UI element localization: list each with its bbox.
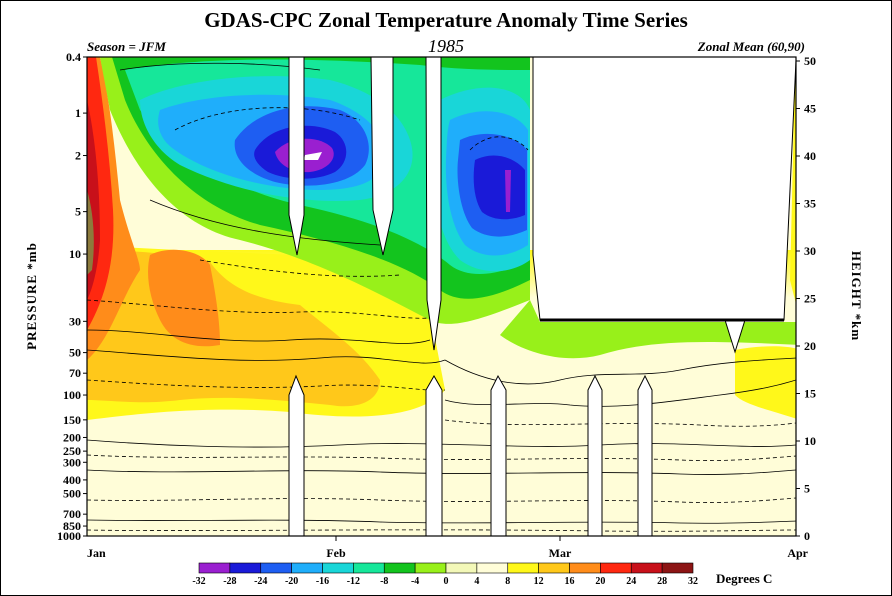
pressure-tick-label: 30 xyxy=(69,314,81,328)
missing-spike-2 xyxy=(370,57,394,256)
height-tick-label: 30 xyxy=(804,244,816,258)
plot-border xyxy=(86,56,797,537)
colorbar-level-label: 12 xyxy=(534,576,544,587)
y-axis-label-left: PRESSURE *mb xyxy=(24,242,39,350)
hot-core-peak xyxy=(87,190,94,275)
colorbar-level-label: -12 xyxy=(347,576,360,587)
pressure-tick-label: 50 xyxy=(69,346,81,360)
warm-edge-right xyxy=(790,57,796,304)
colorbar-level-label: -20 xyxy=(285,576,298,587)
colorbar-swatch xyxy=(476,562,509,574)
height-tick-label: 15 xyxy=(804,387,816,401)
month-tick-label: Feb xyxy=(326,546,346,560)
colorbar-swatch xyxy=(383,562,416,574)
pressure-tick-label: 150 xyxy=(63,413,81,427)
colorbar-level-label: -8 xyxy=(380,576,388,587)
height-tick-label: 25 xyxy=(804,292,816,306)
pressure-tick-label: 700 xyxy=(63,507,81,521)
cold-core-max xyxy=(304,152,322,160)
pressure-tick-label: 400 xyxy=(63,473,81,487)
missing-spike-6 xyxy=(490,374,507,536)
cold-region-28b xyxy=(473,155,525,220)
colorbar-level-label: -28 xyxy=(223,576,236,587)
colorbar-level-label: 0 xyxy=(444,576,449,587)
pressure-tick-label: 250 xyxy=(63,444,81,458)
pressure-tick-label: 500 xyxy=(63,487,81,501)
pressure-tick-label: 1 xyxy=(75,106,81,120)
height-tick-label: 35 xyxy=(804,197,816,211)
colorbar-swatch xyxy=(229,562,262,574)
colorbar: -32 -28 -24 -20 -16 -12 -8 -4 0 4 8 12 16 20 24 28 32 xyxy=(192,562,698,587)
anomaly-field xyxy=(87,57,796,536)
colorbar-level-label: -16 xyxy=(316,576,329,587)
pressure-tick-label: 0.4 xyxy=(66,50,81,64)
height-tick-label: 45 xyxy=(804,102,816,116)
month-tick-label: Apr xyxy=(787,546,808,560)
month-tick-label: Mar xyxy=(549,546,572,560)
pressure-tick-label: 2 xyxy=(75,149,81,163)
cold-region-32b xyxy=(505,170,511,212)
colorbar-swatch xyxy=(414,562,447,574)
colorbar-unit: Degrees C xyxy=(716,571,772,586)
warm-region-late xyxy=(735,346,796,419)
pressure-tick-label: 200 xyxy=(63,430,81,444)
missing-data-regions xyxy=(288,57,796,536)
colorbar-swatch xyxy=(198,562,231,574)
colorbar-swatch xyxy=(260,562,292,574)
colorbar-swatch xyxy=(445,562,478,574)
axes: 0.41251030507010015020025030040050070085… xyxy=(57,50,816,560)
colorbar-level-label: -32 xyxy=(192,576,205,587)
colorbar-swatch xyxy=(322,562,354,574)
colorbar-level-label: 28 xyxy=(657,576,667,587)
missing-spike-8 xyxy=(637,374,653,536)
colorbar-level-label: 20 xyxy=(595,576,605,587)
colorbar-swatch xyxy=(507,562,539,574)
colorbar-swatch xyxy=(630,562,663,574)
pressure-tick-label: 300 xyxy=(63,455,81,469)
colorbar-level-label: -24 xyxy=(254,576,267,587)
pressure-tick-label: 850 xyxy=(63,519,81,533)
colorbar-level-label: 32 xyxy=(688,576,698,587)
month-tick-label: Jan xyxy=(87,546,106,560)
pressure-tick-label: 100 xyxy=(63,388,81,402)
missing-spike-7 xyxy=(587,374,603,536)
pressure-tick-label: 10 xyxy=(69,247,81,261)
height-tick-label: 50 xyxy=(804,54,816,68)
height-tick-label: 5 xyxy=(804,482,810,496)
green-band-late xyxy=(500,300,796,359)
colorbar-level-label: 4 xyxy=(474,576,479,587)
height-tick-label: 10 xyxy=(804,434,816,448)
colorbar-level-label: 16 xyxy=(565,576,575,587)
height-tick-label: 20 xyxy=(804,339,816,353)
missing-spike-3 xyxy=(425,57,442,351)
y-axis-label-right: HEIGHT *km xyxy=(849,251,864,341)
pressure-tick-label: 1000 xyxy=(57,529,81,543)
pressure-tick-label: 70 xyxy=(69,366,81,380)
chart-title: GDAS-CPC Zonal Temperature Anomaly Time … xyxy=(204,8,688,32)
year-label: 1985 xyxy=(428,36,464,56)
colorbar-swatch xyxy=(538,562,570,574)
colorbar-level-label: 24 xyxy=(626,576,636,587)
missing-spike-5 xyxy=(425,374,443,536)
region-label: Zonal Mean (60,90) xyxy=(697,39,805,54)
colorbar-swatch xyxy=(569,562,601,574)
missing-spike-1 xyxy=(288,57,305,256)
warm-region-dark-orange xyxy=(148,249,220,347)
contour-lines-dashed xyxy=(87,107,796,532)
colorbar-level-label: -4 xyxy=(411,576,419,587)
colorbar-swatch xyxy=(661,562,694,574)
season-label: Season = JFM xyxy=(87,39,166,54)
height-tick-label: 0 xyxy=(804,529,810,543)
colorbar-swatch xyxy=(600,562,632,574)
colorbar-swatch xyxy=(291,562,323,574)
colorbar-swatch xyxy=(353,562,385,574)
missing-spike-4 xyxy=(288,374,305,536)
missing-block xyxy=(532,57,796,354)
height-tick-label: 40 xyxy=(804,149,816,163)
pressure-tick-label: 5 xyxy=(75,205,81,219)
colorbar-level-label: 8 xyxy=(505,576,510,587)
